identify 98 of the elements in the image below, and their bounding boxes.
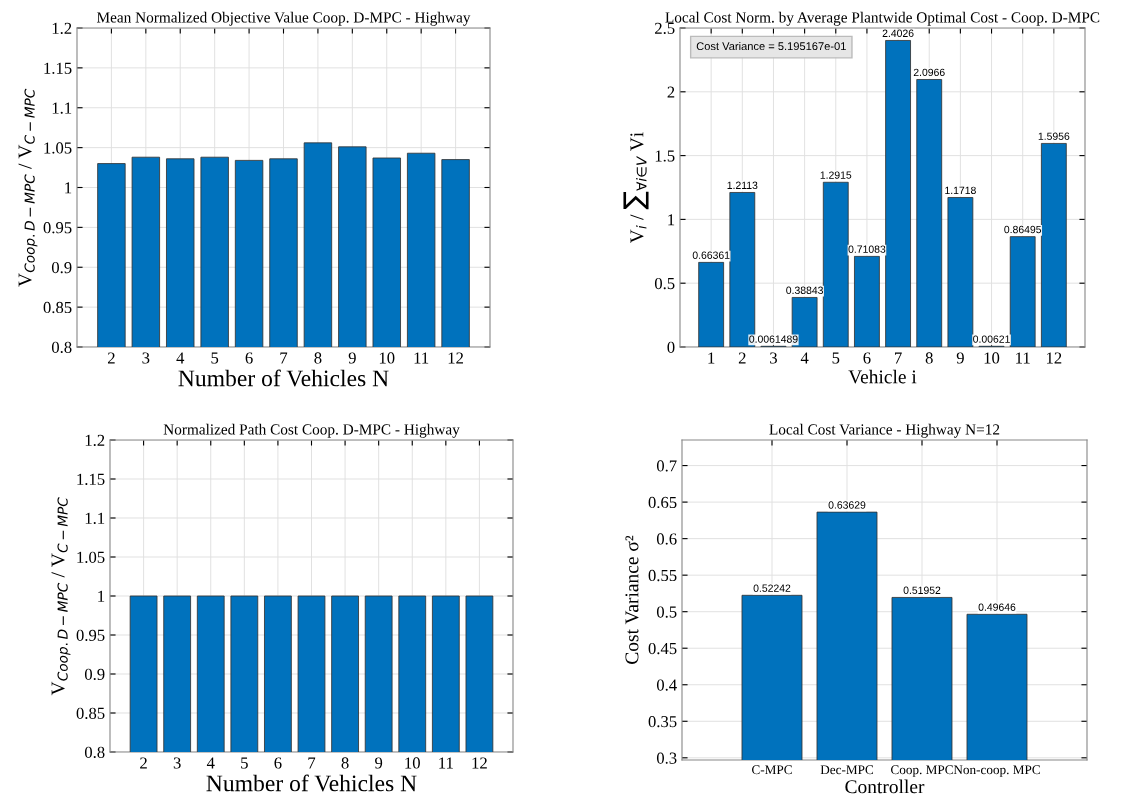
y-tick-label: 0.8 <box>51 341 72 354</box>
y-tick-label: 0.95 <box>43 222 72 234</box>
x-tick-label: 4 <box>800 352 809 364</box>
y-tick-label: 1.2 <box>52 22 72 35</box>
y-tick-label: 0.5 <box>656 606 677 618</box>
x-tick-label: Non-coop. MPC <box>953 765 1040 777</box>
y-tick-label: 1.1 <box>52 102 72 114</box>
x-tick-label: 12 <box>1046 352 1062 364</box>
x-tick-label: 3 <box>142 352 150 364</box>
y-tick-label: 0.3 <box>656 752 677 764</box>
x-tick-label: 2 <box>107 352 115 364</box>
x-axis-title: Number of Vehicles N <box>178 369 389 387</box>
x-tick-label: 9 <box>956 352 964 364</box>
data-label: 0.49646 <box>978 603 1016 611</box>
y-axis-title: V$_{Coop.D−MPC}$ / V$_{C−MPC}$ <box>51 497 71 696</box>
y-tick-label: 0.9 <box>84 668 105 681</box>
x-tick-label: 9 <box>375 757 383 769</box>
x-axis-title: Number of Vehicles N <box>206 774 417 792</box>
x-tick-label: Dec-MPC <box>820 765 874 775</box>
data-label: 0.86495 <box>1004 225 1042 234</box>
annotation: Cost Variance = 5.195167e-01 <box>696 41 846 51</box>
data-label: 0.52242 <box>753 584 791 592</box>
y-tick-label: 0.4 <box>656 679 677 691</box>
x-tick-label: 10 <box>405 757 420 769</box>
y-tick-label: 0.55 <box>648 569 677 582</box>
x-tick-label: 8 <box>341 757 349 769</box>
x-axis-title: Controller <box>845 779 925 794</box>
x-tick-label: 1 <box>708 352 715 364</box>
y-tick-label: 0.8 <box>84 746 105 759</box>
x-tick-label: 10 <box>984 352 1000 364</box>
chart-title: Normalized Path Cost Coop. D-MPC - Highway <box>163 423 460 438</box>
y-tick-label: 0.5 <box>654 277 675 290</box>
y-tick-label: 1.2 <box>85 434 105 447</box>
y-tick-label: 1.05 <box>44 142 72 154</box>
x-axis-title: Vehicle i <box>848 369 917 384</box>
x-tick-label: 8 <box>314 352 322 364</box>
data-label: 2.0966 <box>913 68 945 77</box>
y-tick-label: 1.15 <box>77 473 105 486</box>
x-tick-label: 6 <box>274 757 282 769</box>
x-tick-label: 8 <box>925 352 933 364</box>
y-tick-label: 0.7 <box>656 460 677 472</box>
y-tick-label: 1.05 <box>77 551 105 564</box>
y-axis-title: V$_{Coop.D−MPC}$ / V$_{C−MPC}$ <box>18 88 38 287</box>
x-tick-label: C-MPC <box>752 765 792 775</box>
y-axis-title: V$_{i}$ / ∑$_{∀i∈V}$ Vi <box>623 132 649 244</box>
x-tick-label: 4 <box>176 352 185 364</box>
x-tick-label: 12 <box>448 352 463 364</box>
y-tick-label: 0.95 <box>76 629 105 642</box>
x-tick-label: Coop. MPC <box>891 765 953 777</box>
data-label: 1.5956 <box>1038 132 1070 140</box>
x-tick-label: 7 <box>280 352 288 364</box>
y-tick-label: 1.1 <box>85 512 105 525</box>
data-label: 0.38843 <box>786 286 823 294</box>
y-axis-title: Cost Variance σ² <box>625 535 639 664</box>
data-label: 0.51952 <box>903 586 941 594</box>
y-tick-label: 1 <box>668 214 675 226</box>
data-label: 0.63629 <box>828 501 866 509</box>
x-tick-label: 7 <box>895 352 902 364</box>
x-tick-label: 6 <box>245 352 253 364</box>
y-tick-label: 0.9 <box>51 261 72 274</box>
data-label: 0.66361 <box>692 251 730 259</box>
x-tick-label: 5 <box>211 352 219 364</box>
data-label: 0.00621 <box>973 335 1010 343</box>
data-label: 1.2915 <box>820 171 852 179</box>
y-tick-label: 0.45 <box>648 642 677 655</box>
x-tick-label: 10 <box>379 352 395 364</box>
x-tick-label: 11 <box>414 352 429 364</box>
y-tick-label: 0.6 <box>656 533 677 545</box>
y-tick-label: 0 <box>667 341 675 353</box>
x-tick-label: 3 <box>173 757 181 769</box>
x-tick-label: 4 <box>206 757 215 769</box>
data-label: 2.4026 <box>882 29 914 37</box>
y-tick-label: 1 <box>98 590 105 602</box>
y-tick-label: 2 <box>667 86 675 98</box>
x-tick-label: 5 <box>832 352 840 364</box>
data-label: 1.2113 <box>727 181 758 189</box>
y-tick-label: 0.35 <box>648 715 677 728</box>
chart-title: Mean Normalized Objective Value Coop. D-MPC - Highway <box>96 11 471 26</box>
x-tick-label: 12 <box>472 757 487 769</box>
x-tick-label: 5 <box>241 757 248 769</box>
y-tick-label: 0.85 <box>43 301 72 314</box>
data-label: 1.1718 <box>945 186 976 195</box>
x-tick-label: 2 <box>140 757 147 769</box>
x-tick-label: 6 <box>863 352 871 364</box>
data-label: 0.71083 <box>848 245 886 253</box>
x-tick-label: 2 <box>738 352 746 364</box>
x-tick-label: 3 <box>770 352 777 364</box>
y-tick-label: 1.15 <box>44 62 72 74</box>
y-tick-label: 1.5 <box>655 150 675 162</box>
y-tick-label: 0.65 <box>648 496 677 509</box>
x-tick-label: 7 <box>308 757 316 769</box>
x-tick-label: 11 <box>439 757 453 769</box>
x-tick-label: 9 <box>348 352 356 364</box>
chart-title: Local Cost Variance - Highway N=12 <box>769 423 1000 438</box>
y-tick-label: 1 <box>65 182 72 194</box>
y-tick-label: 0.85 <box>76 707 105 720</box>
x-tick-label: 11 <box>1016 352 1030 364</box>
data-label: 0.0061489 <box>749 335 798 343</box>
